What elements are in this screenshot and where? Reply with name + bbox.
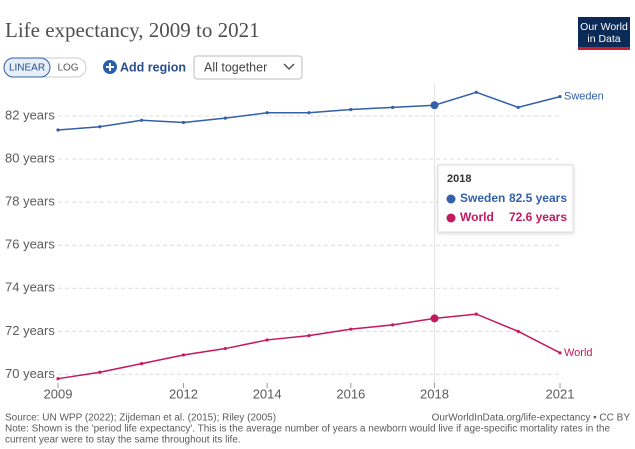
point	[98, 370, 102, 374]
point	[223, 116, 227, 120]
point	[474, 312, 478, 316]
dropdown-arrow	[283, 63, 295, 71]
point	[265, 338, 269, 342]
y-tick-label: 72 years	[5, 323, 55, 338]
linear-label: LINEAR	[9, 63, 45, 74]
x-tick-label: 2012	[169, 386, 198, 401]
x-tick-label: 2016	[336, 386, 365, 401]
y-tick-label: 76 years	[5, 237, 55, 252]
point	[56, 377, 60, 381]
note: Note: Shown is the 'period life expectan…	[5, 424, 610, 435]
point	[516, 329, 520, 333]
series-label: Sweden	[564, 91, 604, 103]
point	[223, 346, 227, 351]
y-tick-label: 78 years	[5, 194, 55, 209]
tooltip-value: 82.5 years	[509, 191, 567, 205]
y-tick-label: 70 years	[5, 366, 55, 381]
point	[181, 353, 186, 357]
point	[558, 351, 562, 355]
x-tick-label: 2014	[253, 386, 282, 401]
point	[474, 90, 478, 94]
point	[349, 107, 353, 112]
point	[391, 105, 395, 109]
tooltip-dot	[446, 213, 456, 223]
tooltip-value: 72.6 years	[509, 210, 567, 224]
point	[181, 120, 186, 125]
logo-text: in Data	[587, 33, 620, 45]
point	[98, 125, 102, 129]
tooltip-name: World	[460, 210, 494, 224]
point	[307, 111, 311, 115]
series-line	[57, 313, 561, 380]
point	[349, 327, 353, 331]
dropdown[interactable]	[193, 55, 303, 80]
point	[430, 314, 439, 323]
point	[430, 101, 439, 110]
logo-stripe	[578, 47, 630, 50]
dropdown-label: All together	[204, 60, 267, 74]
series-label: World	[564, 347, 593, 359]
tooltip-name: Sweden	[460, 191, 505, 205]
chart-title: Life expectancy, 2009 to 2021	[5, 18, 260, 42]
point	[391, 323, 395, 327]
y-tick-label: 74 years	[5, 280, 55, 295]
point	[307, 334, 311, 338]
point	[140, 362, 144, 366]
add-icon-plus	[106, 63, 114, 71]
y-tick-label: 80 years	[5, 150, 55, 165]
x-tick-label: 2021	[546, 386, 575, 401]
log-label[interactable]: LOG	[57, 63, 78, 74]
point	[56, 128, 60, 132]
tooltip-dot	[446, 194, 456, 204]
url: OurWorldInData.org/life-expectancy • CC …	[432, 413, 631, 424]
point	[516, 105, 520, 109]
linear-button[interactable]	[3, 57, 51, 78]
tooltip-box	[437, 164, 574, 233]
x-tick-label: 2009	[44, 386, 73, 401]
note: current year were to stay the same throu…	[5, 435, 241, 446]
series-line	[57, 91, 561, 131]
source: Source: UN WPP (2022); Zijdeman et al. (…	[5, 413, 276, 424]
add-region[interactable]: Add region	[120, 60, 186, 74]
x-tick-label: 2018	[420, 386, 449, 401]
logo-box[interactable]	[578, 17, 630, 50]
point	[140, 118, 144, 122]
y-tick-label: 82 years	[5, 107, 55, 122]
point	[558, 95, 562, 99]
logo-text: Our World	[580, 21, 628, 33]
point	[265, 111, 269, 115]
tooltip-title: 2018	[447, 173, 471, 185]
